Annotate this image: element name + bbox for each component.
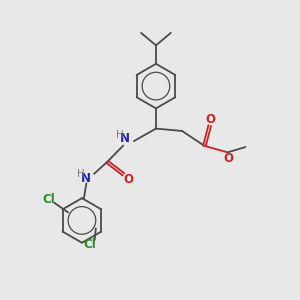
Text: N: N (81, 172, 91, 185)
Text: N: N (120, 132, 130, 145)
Text: O: O (224, 152, 234, 165)
Text: Cl: Cl (84, 238, 96, 251)
Text: H: H (116, 130, 123, 140)
Text: O: O (123, 173, 133, 186)
Text: O: O (205, 112, 215, 126)
Text: H: H (77, 169, 84, 179)
Text: Cl: Cl (43, 193, 55, 206)
